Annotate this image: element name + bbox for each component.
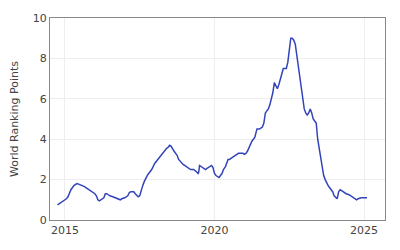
svg-text:2025: 2025 bbox=[350, 224, 378, 237]
svg-text:8: 8 bbox=[40, 52, 47, 65]
svg-text:0: 0 bbox=[40, 214, 47, 227]
svg-text:2: 2 bbox=[40, 173, 47, 186]
svg-text:2020: 2020 bbox=[201, 224, 229, 237]
svg-text:6: 6 bbox=[40, 93, 47, 106]
svg-text:4: 4 bbox=[40, 133, 47, 146]
svg-text:10: 10 bbox=[33, 12, 47, 25]
svg-text:2015: 2015 bbox=[51, 224, 79, 237]
svg-text:World Ranking Points: World Ranking Points bbox=[8, 61, 21, 177]
